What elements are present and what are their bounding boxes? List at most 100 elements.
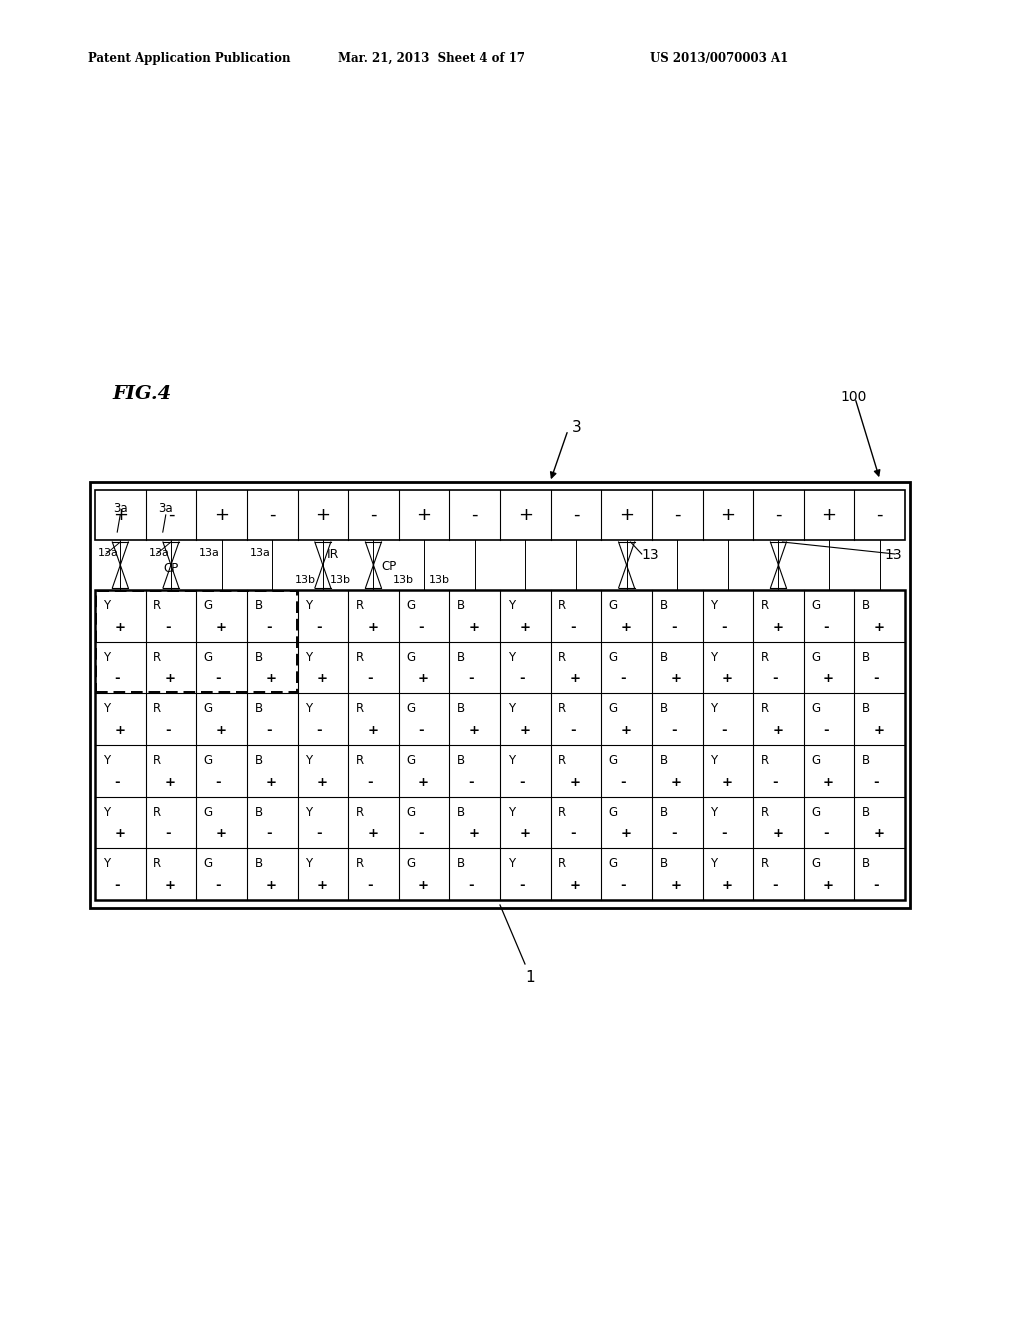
Text: R: R: [355, 857, 364, 870]
Text: Y: Y: [305, 702, 312, 715]
Text: R: R: [761, 599, 769, 612]
Text: +: +: [115, 725, 125, 737]
Text: -: -: [775, 506, 781, 524]
Text: B: B: [659, 599, 668, 612]
Text: +: +: [418, 879, 429, 892]
Text: Y: Y: [102, 702, 110, 715]
Text: +: +: [418, 776, 429, 789]
Text: G: G: [609, 702, 617, 715]
Text: Y: Y: [508, 599, 515, 612]
Text: -: -: [772, 879, 778, 892]
Text: +: +: [165, 879, 176, 892]
Text: -: -: [165, 828, 170, 841]
Text: 13b: 13b: [295, 576, 315, 585]
Text: -: -: [115, 672, 120, 685]
Text: Y: Y: [102, 754, 110, 767]
Text: Y: Y: [102, 651, 110, 664]
Text: -: -: [215, 879, 221, 892]
Text: +: +: [368, 725, 378, 737]
Text: -: -: [418, 725, 424, 737]
Text: Y: Y: [710, 651, 717, 664]
Text: +: +: [165, 672, 176, 685]
Text: -: -: [873, 879, 880, 892]
Text: 3a: 3a: [159, 502, 173, 515]
Text: -: -: [722, 828, 727, 841]
Text: Y: Y: [305, 651, 312, 664]
Text: +: +: [266, 879, 278, 892]
Text: +: +: [316, 879, 328, 892]
Text: -: -: [165, 620, 170, 634]
Text: -: -: [371, 506, 377, 524]
Text: Y: Y: [508, 857, 515, 870]
Text: B: B: [862, 805, 870, 818]
Text: Y: Y: [710, 702, 717, 715]
Text: -: -: [772, 672, 778, 685]
Text: IR: IR: [327, 548, 339, 561]
Text: R: R: [558, 805, 566, 818]
Text: +: +: [570, 879, 581, 892]
Text: +: +: [215, 828, 226, 841]
Text: G: G: [609, 857, 617, 870]
Text: R: R: [558, 754, 566, 767]
Text: -: -: [215, 672, 221, 685]
Text: R: R: [761, 702, 769, 715]
Text: +: +: [113, 506, 128, 524]
Text: G: G: [407, 805, 416, 818]
Text: 13a: 13a: [200, 548, 220, 558]
Text: R: R: [558, 702, 566, 715]
Text: +: +: [368, 828, 378, 841]
Text: 13: 13: [642, 548, 659, 562]
Text: G: G: [811, 857, 820, 870]
Text: -: -: [671, 725, 677, 737]
Text: -: -: [674, 506, 680, 524]
Text: -: -: [519, 672, 525, 685]
Text: -: -: [519, 776, 525, 789]
Text: Y: Y: [710, 754, 717, 767]
Text: Patent Application Publication: Patent Application Publication: [88, 51, 291, 65]
Text: +: +: [469, 620, 479, 634]
Text: B: B: [862, 651, 870, 664]
Bar: [96, 591, 297, 692]
Text: G: G: [609, 599, 617, 612]
Text: +: +: [722, 776, 733, 789]
Text: +: +: [772, 828, 783, 841]
Text: +: +: [823, 776, 834, 789]
Text: +: +: [214, 506, 229, 524]
Text: +: +: [519, 725, 530, 737]
Bar: [90, 482, 910, 908]
Text: R: R: [355, 599, 364, 612]
Text: B: B: [659, 702, 668, 715]
Text: -: -: [671, 828, 677, 841]
Text: R: R: [355, 702, 364, 715]
Text: +: +: [368, 620, 378, 634]
Text: +: +: [215, 620, 226, 634]
Text: +: +: [772, 725, 783, 737]
Text: -: -: [215, 776, 221, 789]
Text: +: +: [671, 776, 682, 789]
Text: B: B: [255, 754, 262, 767]
Text: -: -: [772, 776, 778, 789]
Text: G: G: [811, 754, 820, 767]
Text: -: -: [722, 620, 727, 634]
Text: 13b: 13b: [330, 576, 351, 585]
Text: 13a: 13a: [250, 548, 270, 558]
Text: 13a: 13a: [148, 548, 170, 558]
Text: 13b: 13b: [429, 576, 450, 585]
Text: G: G: [204, 857, 213, 870]
Text: G: G: [609, 754, 617, 767]
Text: Y: Y: [102, 599, 110, 612]
Text: G: G: [407, 857, 416, 870]
Text: B: B: [457, 651, 465, 664]
Text: -: -: [570, 828, 575, 841]
Text: -: -: [823, 725, 828, 737]
Text: -: -: [269, 506, 275, 524]
Text: +: +: [621, 725, 632, 737]
Text: R: R: [154, 702, 162, 715]
Text: Y: Y: [508, 754, 515, 767]
Text: Y: Y: [305, 805, 312, 818]
Text: +: +: [115, 620, 125, 634]
Text: G: G: [204, 702, 213, 715]
Text: -: -: [418, 828, 424, 841]
Text: -: -: [469, 776, 474, 789]
Text: -: -: [266, 725, 271, 737]
